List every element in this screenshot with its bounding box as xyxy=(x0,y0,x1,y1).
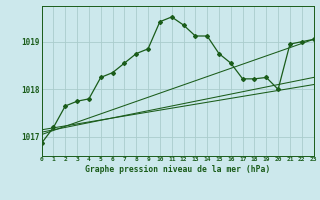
X-axis label: Graphe pression niveau de la mer (hPa): Graphe pression niveau de la mer (hPa) xyxy=(85,165,270,174)
